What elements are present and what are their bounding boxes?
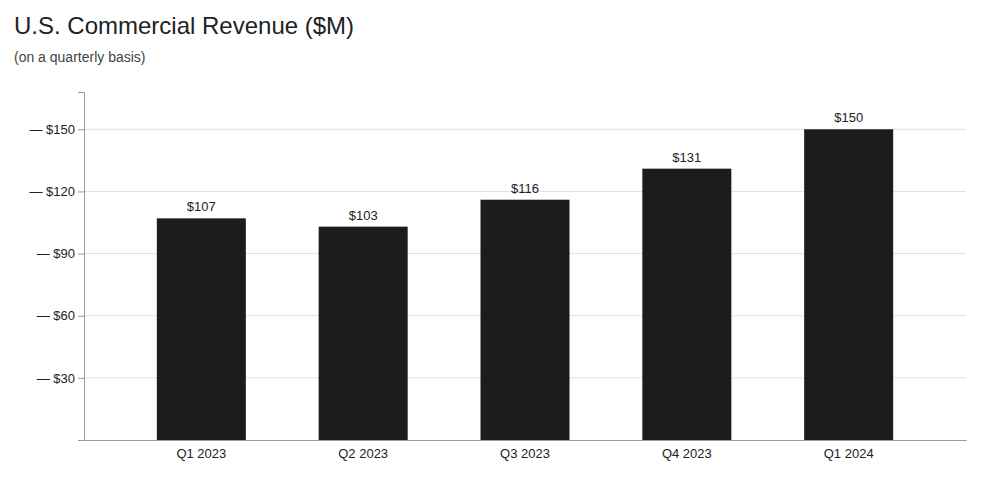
plot: — $30 — $60 — $90 — $120 — $150 Q1 2023 Q2 202…: [29, 93, 966, 462]
y-tick: — $60: [37, 308, 84, 323]
data-labels: $107 $103 $116 $131 $150: [187, 110, 863, 222]
bar: [480, 200, 569, 440]
x-tick: Q4 2023: [662, 446, 712, 461]
y-tick-label: — $120: [29, 184, 75, 199]
y-tick: — $30: [37, 371, 84, 386]
y-axis-line: [78, 93, 85, 441]
x-tick-label: Q1 2023: [176, 446, 226, 461]
x-tick: Q1 2023: [176, 446, 226, 461]
x-axis-line: [85, 440, 967, 441]
x-tick: Q3 2023: [500, 446, 550, 461]
x-tick-label: Q3 2023: [500, 446, 550, 461]
data-label: $103: [349, 208, 378, 223]
x-tick: Q2 2023: [338, 446, 388, 461]
data-label: $107: [187, 199, 216, 214]
y-tick-mark: [78, 316, 84, 317]
y-tick-mark: [78, 378, 84, 379]
subtitle: (on a quarterly basis): [14, 49, 146, 65]
bar: [157, 218, 246, 440]
y-tick-label: — $60: [37, 308, 75, 323]
y-tick-mark: [78, 191, 84, 192]
y-tick: — $120: [29, 184, 84, 199]
y-axis: — $30 — $60 — $90 — $120 — $150: [29, 93, 84, 441]
bars: [157, 129, 893, 440]
x-tick-label: Q4 2023: [662, 446, 712, 461]
data-label: $150: [834, 110, 863, 125]
data-label: $131: [672, 150, 701, 165]
data-label: $116: [511, 181, 539, 196]
x-tick-label: Q1 2024: [824, 446, 874, 461]
x-axis: Q1 2023 Q2 2023 Q3 2023 Q4 2023 Q1 2024: [85, 441, 967, 462]
y-tick-label: — $90: [37, 246, 75, 261]
x-tick-label: Q2 2023: [338, 446, 388, 461]
y-tick: — $90: [37, 246, 84, 261]
bar: [642, 169, 731, 440]
chart: U.S. Commercial Revenue ($M) (on a quarte…: [0, 0, 996, 484]
bar: [319, 227, 408, 440]
bar: [804, 129, 893, 440]
y-tick-mark: [78, 254, 84, 255]
y-tick-label: — $30: [37, 371, 75, 386]
y-tick-label: — $150: [29, 122, 75, 137]
y-tick-mark: [78, 129, 84, 130]
x-tick: Q1 2024: [824, 446, 874, 461]
title: U.S. Commercial Revenue ($M): [14, 12, 354, 39]
y-tick: — $150: [29, 122, 84, 137]
